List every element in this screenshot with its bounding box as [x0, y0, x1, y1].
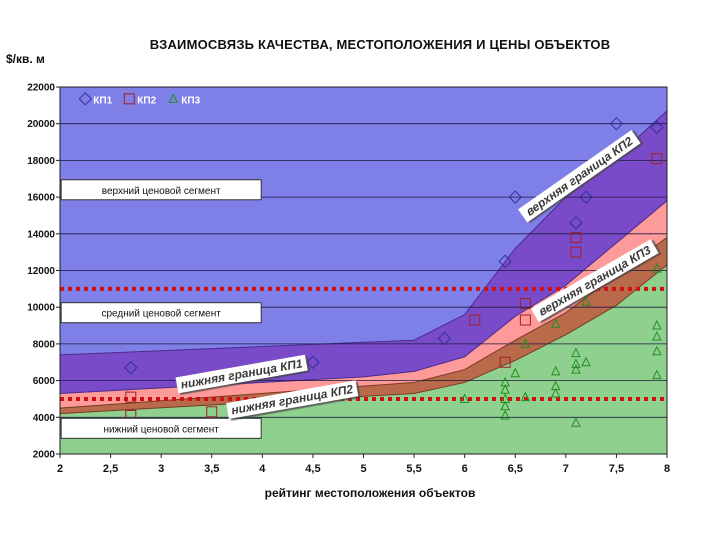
boundary-label-bg	[175, 354, 308, 394]
data-point-diamond	[437, 331, 452, 346]
boundary-label-bg	[518, 130, 641, 223]
legend-marker	[123, 93, 135, 105]
y-tick-label: 14000	[27, 229, 55, 240]
data-point-triangle	[550, 387, 561, 398]
y-tick-label: 8000	[33, 339, 56, 350]
y-tick-label: 4000	[33, 413, 56, 424]
data-point-triangle	[500, 409, 510, 420]
data-point-diamond	[124, 361, 138, 375]
data-point-diamond	[609, 116, 624, 131]
segment-label-box: средний ценовой сегмент	[60, 302, 262, 324]
boundary-label-bg	[530, 239, 659, 323]
y-tick-label: 10000	[27, 303, 55, 314]
data-point-triangle	[510, 367, 521, 378]
data-point-triangle	[581, 356, 591, 367]
legend-label: КП3	[181, 95, 200, 106]
data-point-square	[206, 406, 218, 418]
data-point-diamond	[569, 216, 583, 230]
data-point-diamond	[498, 254, 512, 269]
data-point-square	[125, 391, 137, 403]
segment-box	[60, 179, 262, 201]
segment-box	[60, 417, 262, 439]
data-point-triangle	[520, 338, 531, 348]
boundary-label-bg	[226, 380, 359, 419]
segment-label-box: верхний ценовой сегмент	[60, 179, 262, 201]
x-tick-label: 2,5	[103, 463, 118, 475]
data-point-triangle	[550, 365, 561, 376]
y-axis-label: $/кв. м	[6, 52, 45, 66]
data-point-triangle	[571, 358, 581, 369]
data-point-diamond	[306, 355, 320, 369]
data-point-triangle	[652, 330, 662, 341]
kp1-band	[59, 109, 668, 394]
x-tick-label: 4,5	[305, 463, 320, 475]
legend-entry: КП2	[123, 93, 157, 106]
x-tick-label: 3,5	[204, 463, 219, 475]
x-tick-label: 6,5	[508, 463, 523, 475]
y-tick-label: 18000	[27, 156, 55, 167]
data-point-square	[519, 314, 531, 326]
data-point-triangle	[652, 263, 662, 273]
x-tick-label: 7,5	[609, 463, 624, 475]
x-tick-label: 8	[664, 463, 670, 475]
x-tick-label: 4	[259, 463, 266, 475]
x-tick-label: 7	[563, 463, 569, 475]
x-tick-label: 2	[57, 463, 63, 475]
x-tick-label: 5	[360, 463, 366, 475]
data-point-triangle	[500, 400, 510, 411]
data-point-square	[651, 153, 663, 165]
y-tick-label: 16000	[27, 193, 55, 204]
data-point-square	[469, 314, 481, 326]
data-point-triangle	[520, 391, 531, 402]
data-point-triangle	[652, 345, 662, 356]
legend-marker	[78, 92, 92, 106]
segment-label: нижний ценовой сегмент	[103, 424, 219, 435]
y-tick-label: 20000	[27, 119, 55, 130]
data-point-triangle	[571, 347, 581, 358]
legend-label: КП2	[137, 95, 156, 106]
y-tick-label: 12000	[27, 266, 55, 277]
x-tick-label: 3	[158, 463, 164, 475]
data-point-triangle	[459, 393, 470, 403]
data-point-triangle	[652, 369, 662, 380]
data-point-diamond	[650, 120, 664, 135]
segment-label-box: нижний ценовой сегмент	[60, 417, 262, 439]
data-point-triangle	[571, 417, 581, 427]
data-point-diamond	[508, 190, 522, 204]
data-point-diamond	[579, 190, 593, 204]
x-tick-label: 6	[462, 463, 468, 475]
data-point-square	[519, 298, 531, 310]
legend-entry: КП1	[78, 92, 113, 106]
legend-label: КП1	[93, 95, 112, 106]
data-point-triangle	[550, 318, 561, 328]
data-point-triangle	[571, 363, 581, 374]
data-point-square	[570, 231, 582, 243]
y-tick-label: 22000	[27, 83, 55, 94]
segment-box	[60, 302, 262, 324]
y-tick-label: 6000	[33, 376, 56, 387]
legend-marker	[168, 93, 179, 103]
x-tick-label: 5,5	[406, 463, 421, 475]
data-point-square	[570, 246, 582, 258]
chart-title: ВЗАИМОСВЯЗЬ КАЧЕСТВА, МЕСТОПОЛОЖЕНИЯ И Ц…	[149, 37, 611, 52]
x-axis-label: рейтинг местоположения объектов	[264, 486, 476, 500]
data-point-triangle	[652, 319, 662, 330]
data-point-triangle	[581, 296, 591, 306]
legend-entry: КП3	[168, 93, 201, 106]
data-point-square	[499, 356, 511, 368]
data-point-triangle	[500, 384, 510, 394]
segment-label: верхний ценовой сегмент	[102, 186, 221, 197]
y-tick-label: 2000	[33, 450, 56, 461]
segment-label: средний ценовой сегмент	[101, 309, 221, 320]
